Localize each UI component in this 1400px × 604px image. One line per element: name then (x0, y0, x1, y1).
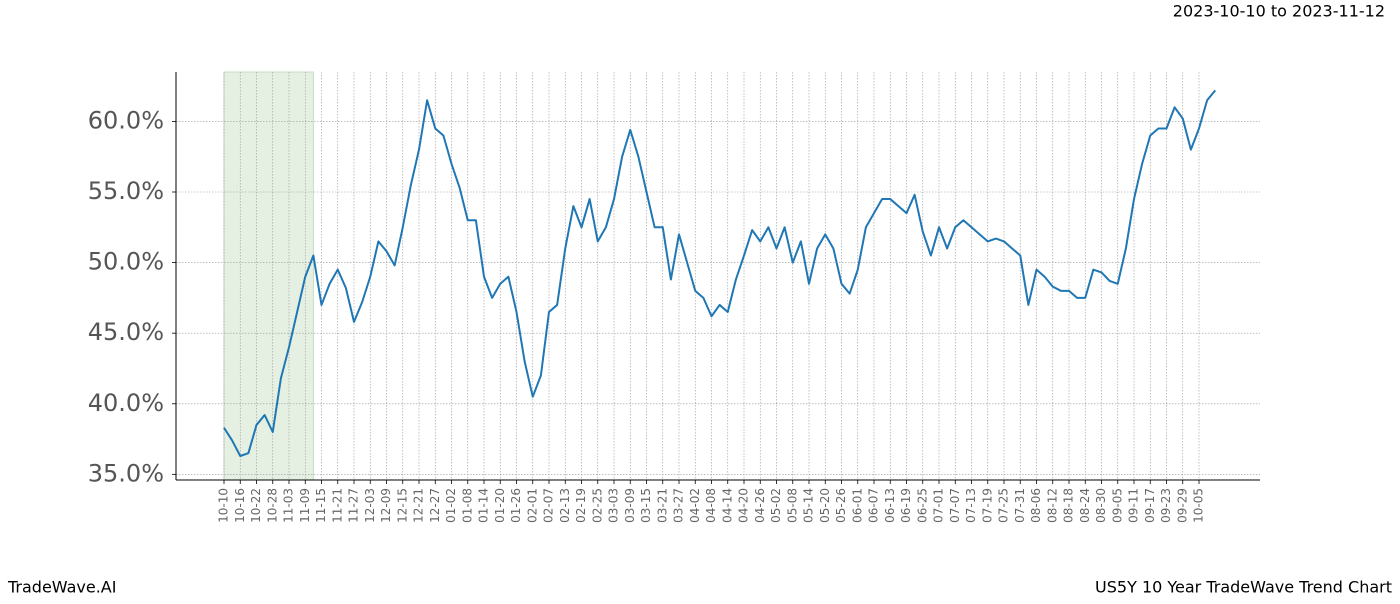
x-tick-label: 03-21 (655, 488, 669, 523)
x-tick-label: 10-10 (217, 488, 231, 523)
x-tick-label: 11-03 (282, 488, 296, 523)
x-tick-label: 07-07 (948, 488, 962, 523)
x-tick-label: 11-27 (347, 488, 361, 523)
x-tick-label: 03-27 (672, 488, 686, 523)
x-tick-label: 09-17 (1143, 488, 1157, 523)
x-tick-label: 10-22 (249, 488, 263, 523)
x-tick-label: 11-21 (330, 488, 344, 523)
highlight-window (223, 71, 314, 481)
footer-right: US5Y 10 Year TradeWave Trend Chart (1095, 578, 1392, 597)
x-tick-label: 10-05 (1192, 488, 1206, 523)
y-tick-label: 45.0% (88, 318, 164, 346)
x-tick-label: 10-28 (265, 488, 279, 523)
x-tick-label: 03-03 (607, 488, 621, 523)
y-tick-label: 55.0% (88, 177, 164, 205)
footer-left: TradeWave.AI (7, 578, 116, 597)
x-tick-label: 08-18 (1062, 488, 1076, 523)
x-tick-label: 11-09 (298, 488, 312, 523)
x-tick-label: 01-20 (493, 488, 507, 523)
x-tick-label: 04-14 (720, 488, 734, 523)
x-tick-label: 05-14 (802, 488, 816, 523)
x-tick-label: 09-11 (1127, 488, 1141, 523)
x-tick-label: 01-08 (460, 488, 474, 523)
x-tick-label: 02-13 (558, 488, 572, 523)
x-tick-label: 07-19 (980, 488, 994, 523)
x-tick-label: 09-05 (1110, 488, 1124, 523)
x-tick-label: 12-27 (428, 488, 442, 523)
x-tick-label: 08-30 (1094, 488, 1108, 523)
y-tick-label: 40.0% (88, 389, 164, 417)
chart-title: 2023-10-10 to 2023-11-12 (1173, 2, 1385, 21)
x-tick-label: 02-07 (542, 488, 556, 523)
x-tick-label: 01-14 (477, 488, 491, 523)
x-tick-label: 05-20 (818, 488, 832, 523)
series-line (223, 89, 1217, 457)
x-tick-label: 02-01 (525, 488, 539, 523)
x-tick-label: 01-26 (509, 488, 523, 523)
y-tick-label: 50.0% (88, 248, 164, 276)
y-tick-label: 35.0% (88, 459, 164, 487)
x-tick-label: 05-26 (834, 488, 848, 523)
x-tick-label: 02-19 (574, 488, 588, 523)
x-tick-label: 08-24 (1078, 488, 1092, 523)
x-tick-label: 02-25 (590, 488, 604, 523)
x-tick-label: 08-12 (1045, 488, 1059, 523)
x-tick-label: 12-15 (395, 488, 409, 523)
x-tick-label: 05-02 (769, 488, 783, 523)
x-tick-label: 12-21 (412, 488, 426, 523)
x-tick-label: 08-06 (1029, 488, 1043, 523)
x-tick-label: 12-03 (363, 488, 377, 523)
x-tick-label: 05-08 (785, 488, 799, 523)
x-tick-label: 01-02 (444, 488, 458, 523)
x-tick-label: 04-02 (688, 488, 702, 523)
x-tick-label: 10-16 (233, 488, 247, 523)
x-tick-label: 09-23 (1159, 488, 1173, 523)
x-tick-label: 07-31 (1013, 488, 1027, 523)
x-tick-label: 07-25 (997, 488, 1011, 523)
x-tick-label: 06-19 (899, 488, 913, 523)
x-tick-label: 04-08 (704, 488, 718, 523)
y-tick-label: 60.0% (88, 106, 164, 134)
x-tick-label: 07-13 (964, 488, 978, 523)
x-tick-label: 06-01 (850, 488, 864, 523)
x-tick-label: 11-15 (314, 488, 328, 523)
x-tick-label: 06-13 (883, 488, 897, 523)
x-tick-label: 12-09 (379, 488, 393, 523)
x-tick-label: 06-25 (915, 488, 929, 523)
x-tick-label: 04-20 (737, 488, 751, 523)
x-tick-label: 03-09 (623, 488, 637, 523)
x-tick-label: 09-29 (1175, 488, 1189, 523)
x-tick-label: 07-01 (932, 488, 946, 523)
x-tick-label: 04-26 (753, 488, 767, 523)
x-tick-label: 06-07 (867, 488, 881, 523)
x-tick-label: 03-15 (639, 488, 653, 523)
